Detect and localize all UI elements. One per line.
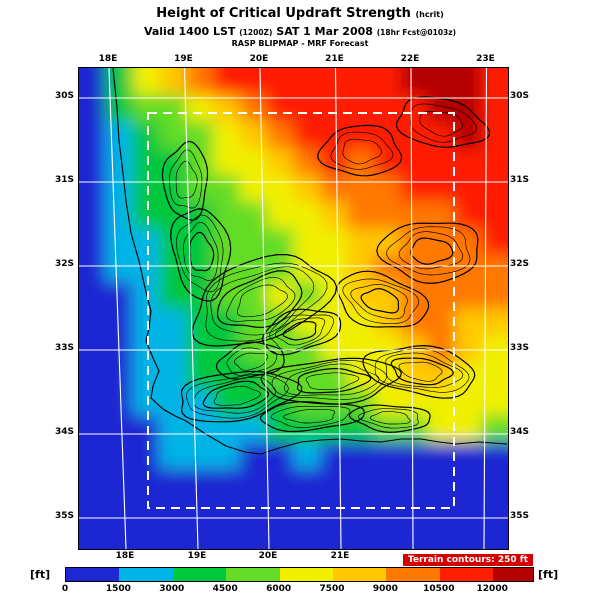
colorbar-unit-right: [ft]	[538, 568, 559, 581]
lat-label-left: 30S	[54, 91, 74, 101]
colorbar-tick-label: 7500	[319, 584, 345, 594]
chart-title-text: Height of Critical Updraft Strength	[156, 6, 411, 21]
colorbar	[65, 567, 535, 582]
lon-label-top: 21E	[325, 54, 344, 64]
colorbar-tick-label: 6000	[266, 584, 292, 594]
lon-label-bottom: 18E	[115, 551, 135, 561]
latlon-grid	[79, 68, 508, 549]
chart-title: Height of Critical Updraft Strength (hcr…	[0, 6, 600, 21]
coastline	[112, 68, 508, 455]
colorbar-tick-label: 1500	[105, 584, 131, 594]
lon-label-top: 22E	[400, 54, 420, 64]
lat-label-right: 31S	[510, 175, 530, 185]
colorbar-tick-label: 4500	[212, 584, 238, 594]
chart-model-line: RASP BLIPMAP - MRF Forecast	[231, 39, 369, 48]
lon-label-bottom: 19E	[187, 551, 207, 561]
lat-label-left: 35S	[54, 511, 74, 521]
model-domain-dashed-box	[147, 112, 455, 509]
colorbar-tick-label: 10500	[423, 584, 455, 594]
lat-label-right: 35S	[510, 511, 530, 521]
colorbar-segment	[66, 568, 120, 581]
lon-label-bottom: 20E	[258, 551, 278, 561]
lon-label-top: 19E	[174, 54, 193, 64]
lat-label-right: 34S	[510, 427, 530, 437]
colorbar-segment	[332, 568, 387, 581]
colorbar-tick-label: 3000	[159, 584, 185, 594]
hcrit-field-map	[79, 68, 508, 549]
lat-label-left: 34S	[54, 427, 74, 437]
colorbar-segment	[439, 568, 494, 581]
terrain-contours-note: Terrain contours: 250 ft	[402, 554, 533, 566]
lat-label-left: 33S	[54, 343, 74, 353]
colorbar-segment	[279, 568, 333, 581]
lat-label-left: 31S	[54, 175, 74, 185]
colorbar-tick-label: 9000	[372, 584, 398, 594]
lon-label-top: 18E	[98, 54, 118, 64]
chart-title-param: (hcrit)	[415, 10, 444, 19]
valid-time-lst: Valid 1400 LST	[143, 25, 236, 38]
map-frame	[78, 67, 509, 550]
colorbar-segment	[226, 568, 280, 581]
lon-label-top: 20E	[249, 54, 269, 64]
lat-label-right: 33S	[510, 343, 530, 353]
colorbar-tick-label: 0	[61, 584, 69, 594]
colorbar-unit-left: [ft]	[30, 568, 51, 581]
colorbar-segment	[119, 568, 173, 581]
lat-label-right: 30S	[510, 91, 530, 101]
colorbar-segment	[386, 568, 440, 581]
colorbar-tick-label: 12000	[476, 584, 508, 594]
lat-label-right: 32S	[510, 259, 530, 269]
valid-time-zulu: (1200Z)	[239, 28, 273, 37]
valid-date: SAT 1 Mar 2008	[276, 25, 373, 38]
chart-valid-line: Valid 1400 LST (1200Z) SAT 1 Mar 2008 (1…	[0, 25, 600, 38]
lat-label-left: 32S	[54, 259, 74, 269]
lon-label-bottom: 21E	[330, 551, 350, 561]
lon-label-top: 23E	[476, 54, 495, 64]
colorbar-segment	[172, 568, 227, 581]
forecast-hour: (18hr Fcst@0103z)	[376, 28, 457, 37]
colorbar-segment	[493, 568, 534, 581]
